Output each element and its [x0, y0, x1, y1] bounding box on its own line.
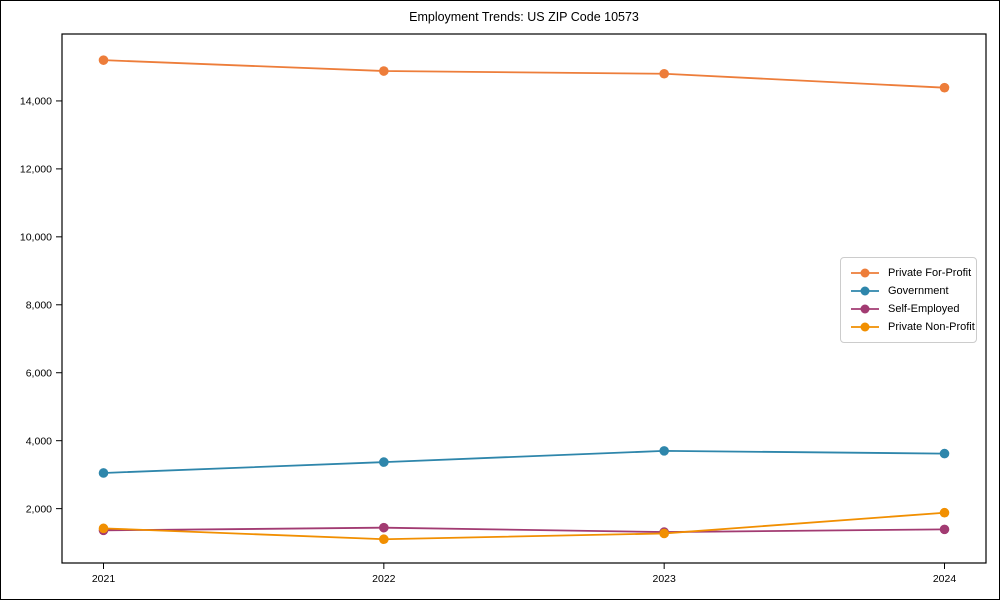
- legend-item-private-non-profit: Private Non-Profit: [850, 318, 975, 336]
- y-tick-label: 10,000: [20, 232, 52, 244]
- legend-label: Government: [888, 285, 949, 297]
- legend-label: Private Non-Profit: [888, 321, 975, 333]
- y-tick-label: 2,000: [26, 503, 52, 515]
- legend-marker-icon: [851, 304, 879, 314]
- series-marker-private-for-profit: [98, 55, 109, 65]
- series-marker-private-for-profit: [379, 66, 389, 76]
- series-marker-self-employed: [379, 522, 389, 533]
- legend: Private For-Profit Government Self-Employe…: [840, 257, 977, 343]
- legend-item-government: Government: [850, 282, 968, 300]
- legend-marker-icon: [851, 286, 879, 296]
- legend-item-self-employed: Self-Employed: [850, 300, 968, 318]
- chart-title: Employment Trends: US ZIP Code 10573: [409, 10, 639, 24]
- legend-label: Private For-Profit: [888, 267, 972, 279]
- y-tick-label: 12,000: [20, 164, 52, 176]
- legend-label: Self-Employed: [888, 303, 960, 315]
- series-marker-private-for-profit: [659, 68, 669, 79]
- series-line-government: [103, 449, 945, 474]
- series-marker-private-non-profit: [98, 523, 109, 534]
- y-tick-label: 14,000: [20, 96, 52, 108]
- series-line-self-employed: [103, 526, 945, 533]
- series-marker-government: [939, 448, 950, 459]
- series-marker-private-non-profit: [659, 528, 669, 539]
- y-tick-label: 6,000: [26, 368, 52, 380]
- x-tick-label: 2023: [652, 573, 676, 585]
- legend-marker-icon: [851, 322, 879, 332]
- series-line-private-for-profit: [103, 59, 945, 89]
- series-marker-private-non-profit: [379, 534, 389, 545]
- series-marker-self-employed: [939, 524, 950, 535]
- y-tick-label: 4,000: [26, 435, 52, 447]
- series-marker-private-for-profit: [939, 82, 950, 93]
- series-marker-government: [98, 468, 109, 478]
- legend-marker-icon: [851, 268, 879, 278]
- legend-item-private-for-profit: Private For-Profit: [850, 264, 972, 282]
- series-marker-government: [379, 457, 389, 467]
- y-tick-label: 8,000: [26, 300, 52, 312]
- x-tick-label: 2022: [372, 573, 396, 585]
- series-marker-private-non-profit: [939, 507, 950, 518]
- series-line-private-non-profit: [103, 511, 945, 541]
- plot-border: [61, 33, 987, 564]
- x-tick-label: 2024: [933, 573, 957, 585]
- x-tick-label: 2021: [92, 573, 116, 585]
- series-marker-government: [659, 446, 669, 456]
